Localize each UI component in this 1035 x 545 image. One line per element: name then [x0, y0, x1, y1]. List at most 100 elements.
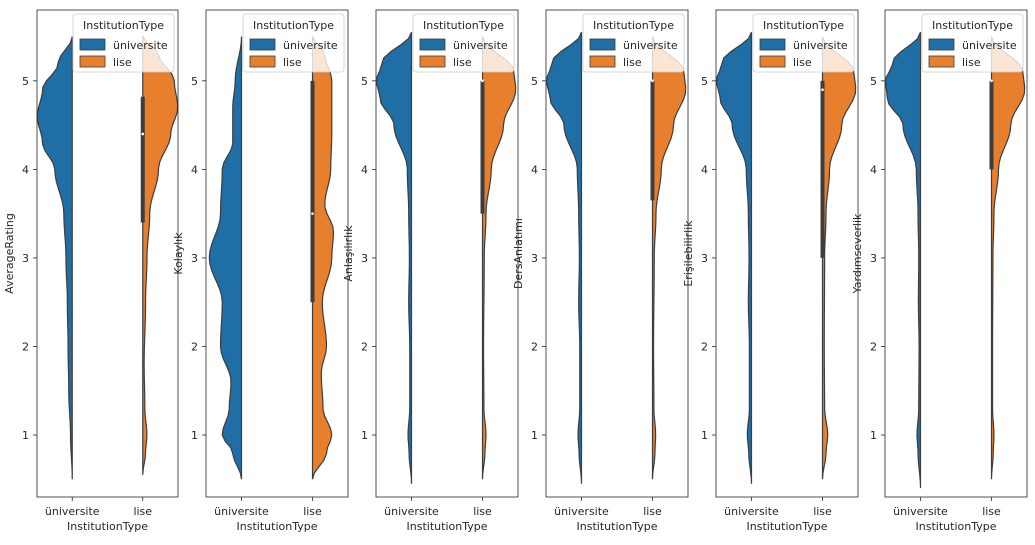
- y-axis-label: AverageRating: [3, 213, 16, 294]
- legend-label: üniversite: [283, 39, 338, 52]
- violin-universite: [716, 31, 753, 484]
- x-tick-label: lise: [813, 505, 832, 518]
- legend-label: lise: [793, 56, 812, 69]
- axes-frame: [715, 9, 859, 498]
- violin-lise: [142, 34, 179, 475]
- y-tick-label: 2: [191, 340, 198, 353]
- legend-swatch-universite: [419, 38, 446, 51]
- y-tick-label: 2: [22, 340, 29, 353]
- y-tick-label: 1: [22, 429, 29, 442]
- y-tick-label: 2: [531, 340, 538, 353]
- y-tick-label: 5: [22, 75, 29, 88]
- x-tick-label: üniversite: [724, 505, 779, 518]
- legend-label: üniversite: [793, 39, 848, 52]
- legend: InstitutionType üniversite lise: [242, 13, 345, 73]
- y-tick-label: 3: [531, 252, 538, 265]
- y-tick-label: 5: [531, 75, 538, 88]
- y-axis-label: Erişilebilirlik: [682, 220, 695, 287]
- axes-frame: [375, 9, 519, 498]
- violin-panel: 1 2 3 4 5 üniversite lise InstitutionType Erişil…: [682, 9, 859, 533]
- y-tick-label: 2: [870, 340, 877, 353]
- legend-title: InstitutionType: [932, 19, 1013, 32]
- y-tick-label: 2: [361, 340, 368, 353]
- y-tick-label: 5: [361, 75, 368, 88]
- legend-swatch-lise: [928, 55, 955, 68]
- y-axis-label: Kolaylık: [172, 232, 185, 275]
- x-tick-label: üniversite: [214, 505, 269, 518]
- legend-title: InstitutionType: [253, 19, 334, 32]
- median-dot: [141, 132, 145, 136]
- legend: InstitutionType üniversite lise: [72, 13, 175, 73]
- legend: InstitutionType üniversite lise: [921, 13, 1024, 73]
- legend-swatch-lise: [249, 55, 276, 68]
- axes-frame: [545, 9, 689, 498]
- x-axis-label: InstitutionType: [237, 520, 318, 533]
- y-tick-label: 4: [361, 163, 368, 176]
- y-tick-label: 4: [701, 163, 708, 176]
- median-dot: [481, 79, 484, 83]
- legend-swatch-lise: [589, 55, 616, 68]
- violin-panel: 1 2 3 4 5 üniversite lise InstitutionType DersAn…: [512, 9, 689, 533]
- x-tick-label: lise: [643, 505, 662, 518]
- y-tick-label: 5: [191, 75, 198, 88]
- y-tick-label: 2: [701, 340, 708, 353]
- axes-frame: [205, 9, 349, 498]
- violin-lise: [990, 36, 1026, 480]
- y-tick-label: 3: [870, 252, 877, 265]
- legend-title: InstitutionType: [423, 19, 504, 32]
- violin-universite: [36, 36, 73, 480]
- legend-label: lise: [113, 56, 132, 69]
- median-dot: [311, 212, 314, 215]
- violin-universite: [376, 31, 413, 484]
- legend-label: üniversite: [623, 39, 678, 52]
- median-dot: [821, 88, 824, 91]
- median-dot: [990, 79, 993, 83]
- violin-universite: [208, 36, 243, 480]
- y-tick-label: 4: [22, 163, 29, 176]
- x-tick-label: üniversite: [384, 505, 439, 518]
- x-axis-label: InstitutionType: [916, 520, 997, 533]
- legend: InstitutionType üniversite lise: [412, 13, 515, 73]
- legend-label: lise: [623, 56, 642, 69]
- violin-panel: 1 2 3 4 5 üniversite lise InstitutionType Kolayl…: [172, 9, 349, 533]
- violin-lise: [481, 36, 517, 480]
- legend-swatch-lise: [759, 55, 786, 68]
- x-tick-label: üniversite: [554, 505, 609, 518]
- x-axis-label: InstitutionType: [577, 520, 658, 533]
- axes-frame: [36, 9, 179, 498]
- y-tick-label: 5: [870, 75, 877, 88]
- legend: InstitutionType üniversite lise: [752, 13, 855, 73]
- median-dot: [651, 79, 654, 83]
- violin-universite: [885, 31, 922, 489]
- legend-title: InstitutionType: [593, 19, 674, 32]
- legend-label: lise: [283, 56, 302, 69]
- legend-label: üniversite: [113, 39, 168, 52]
- legend-label: lise: [962, 56, 981, 69]
- violin-panel: 1 2 3 4 5 üniversite lise InstitutionType Anlaşı…: [342, 9, 519, 533]
- y-tick-label: 5: [701, 75, 708, 88]
- legend-title: InstitutionType: [763, 19, 844, 32]
- y-tick-label: 3: [22, 252, 29, 265]
- y-axis-label: Yardımseverlik: [851, 213, 864, 294]
- y-axis-label: DersAnlatımı: [512, 218, 525, 289]
- x-axis-label: InstitutionType: [407, 520, 488, 533]
- legend-label: üniversite: [962, 39, 1017, 52]
- legend-label: üniversite: [453, 39, 508, 52]
- legend-swatch-universite: [759, 38, 786, 51]
- violin-panel: 1 2 3 4 5 üniversite lise InstitutionType Averag…: [3, 9, 179, 533]
- y-tick-label: 4: [870, 163, 877, 176]
- violin-universite: [546, 31, 583, 484]
- legend-swatch-universite: [589, 38, 616, 51]
- x-tick-label: lise: [473, 505, 492, 518]
- legend-swatch-lise: [419, 55, 446, 68]
- axes-frame: [884, 9, 1028, 498]
- y-tick-label: 1: [701, 429, 708, 442]
- x-tick-label: üniversite: [45, 505, 100, 518]
- violin-lise: [651, 36, 687, 480]
- x-tick-label: lise: [303, 505, 322, 518]
- legend-swatch-universite: [79, 38, 106, 51]
- y-tick-label: 1: [191, 429, 198, 442]
- x-tick-label: lise: [133, 505, 152, 518]
- y-tick-label: 1: [870, 429, 877, 442]
- y-tick-label: 1: [531, 429, 538, 442]
